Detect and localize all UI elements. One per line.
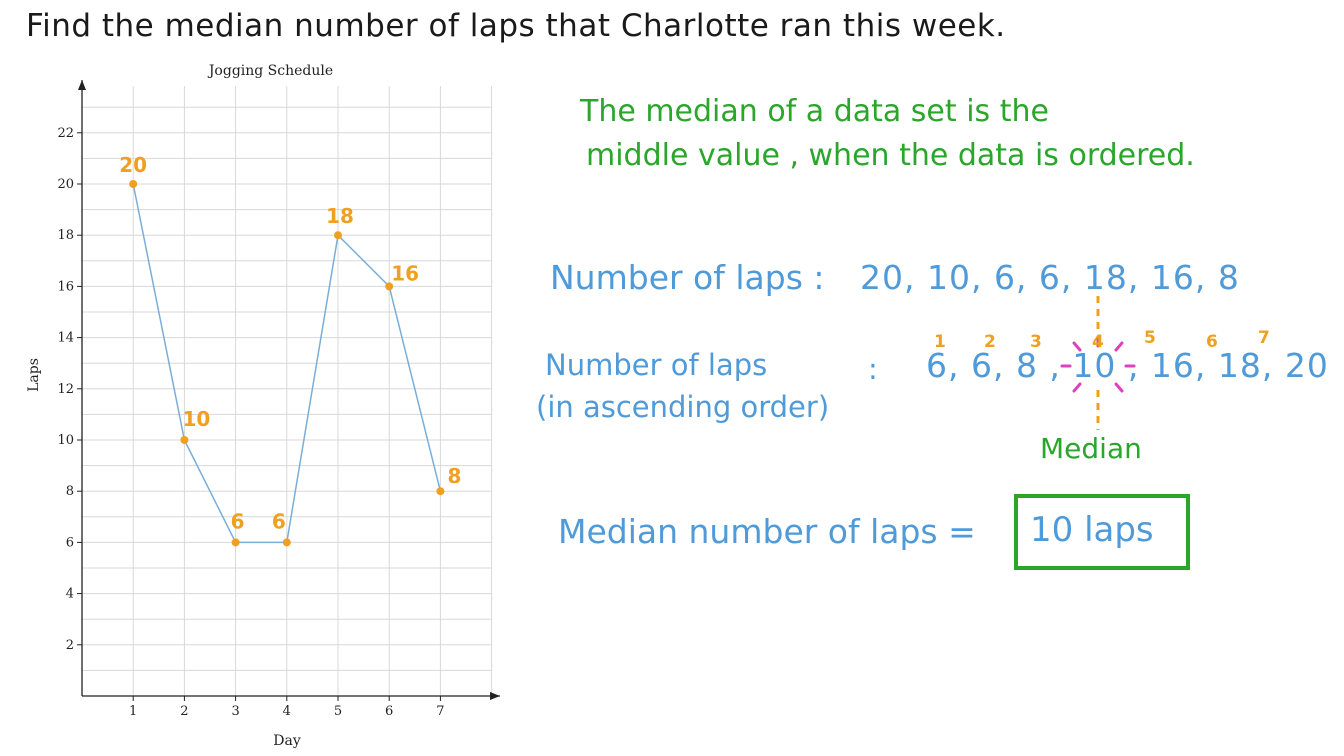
y-axis-arrow [78, 80, 86, 90]
sorted-values: 6, 6, 8 , 10 , 16, 18, 20 [926, 346, 1329, 385]
definition-line-2: middle value , when the data is ordered. [586, 138, 1195, 173]
index-label: 3 [1030, 332, 1042, 352]
data-point [129, 180, 138, 188]
result-value: 10 laps [1030, 510, 1154, 550]
data-point [334, 231, 342, 240]
data-point [436, 487, 445, 496]
y-tick-label: 18 [57, 228, 74, 243]
x-tick-label: 1 [129, 704, 137, 719]
y-axis-label: Laps [26, 358, 42, 392]
data-label: 10 [182, 407, 210, 431]
index-label: 4 [1092, 332, 1104, 352]
chart-grid [82, 86, 493, 696]
data-label: 16 [391, 261, 419, 285]
result-box [1014, 494, 1190, 570]
x-tick-label: 5 [334, 704, 342, 719]
y-tick-label: 12 [57, 382, 74, 397]
data-label: 8 [447, 464, 461, 488]
data-label: 20 [119, 153, 147, 177]
y-tick-label: 6 [66, 535, 74, 550]
y-tick-label: 2 [66, 638, 74, 653]
sorted-label-line-2: (in ascending order) [536, 390, 830, 424]
laps-values: 20, 10, 6, 6, 18, 16, 8 [860, 258, 1240, 297]
x-tick-label: 6 [385, 704, 393, 719]
median-highlight-rays [1060, 336, 1136, 393]
index-label: 1 [934, 332, 946, 352]
data-point [385, 282, 394, 291]
data-point [180, 436, 189, 444]
x-axis-arrow [490, 692, 500, 700]
y-tick-label: 16 [57, 279, 74, 294]
sorted-label-line-1: Number of laps [545, 348, 768, 382]
x-tick-label: 4 [283, 704, 291, 719]
data-label: 18 [326, 204, 354, 228]
x-tick-label: 2 [180, 704, 188, 719]
index-label: 7 [1258, 328, 1270, 348]
data-label: 6 [272, 509, 286, 533]
y-tick-label: 8 [66, 484, 74, 499]
laps-label: Number of laps : [550, 258, 825, 297]
x-axis-label: Day [273, 733, 301, 749]
y-tick-label: 14 [57, 331, 74, 346]
index-label: 6 [1206, 332, 1218, 352]
index-label: 2 [984, 332, 996, 352]
x-tick-label: 7 [436, 704, 444, 719]
y-tick-label: 22 [57, 126, 74, 141]
data-point [282, 538, 291, 547]
median-label: Median [1040, 432, 1142, 465]
y-tick-label: 4 [66, 587, 74, 602]
data-point [231, 538, 240, 547]
index-label: 5 [1144, 328, 1156, 348]
chart-title: Jogging Schedule [207, 63, 333, 79]
data-label: 6 [231, 509, 245, 533]
result-label: Median number of laps = [558, 512, 976, 551]
x-tick-label: 3 [231, 704, 239, 719]
y-tick-label: 20 [57, 177, 74, 192]
sorted-colon: : [868, 352, 878, 386]
definition-line-1: The median of a data set is the [580, 94, 1049, 129]
chart-series: 20 10 6 6 18 16 8 [119, 153, 461, 547]
question-text: Find the median number of laps that Char… [26, 8, 1006, 44]
y-tick-label: 10 [57, 433, 74, 448]
